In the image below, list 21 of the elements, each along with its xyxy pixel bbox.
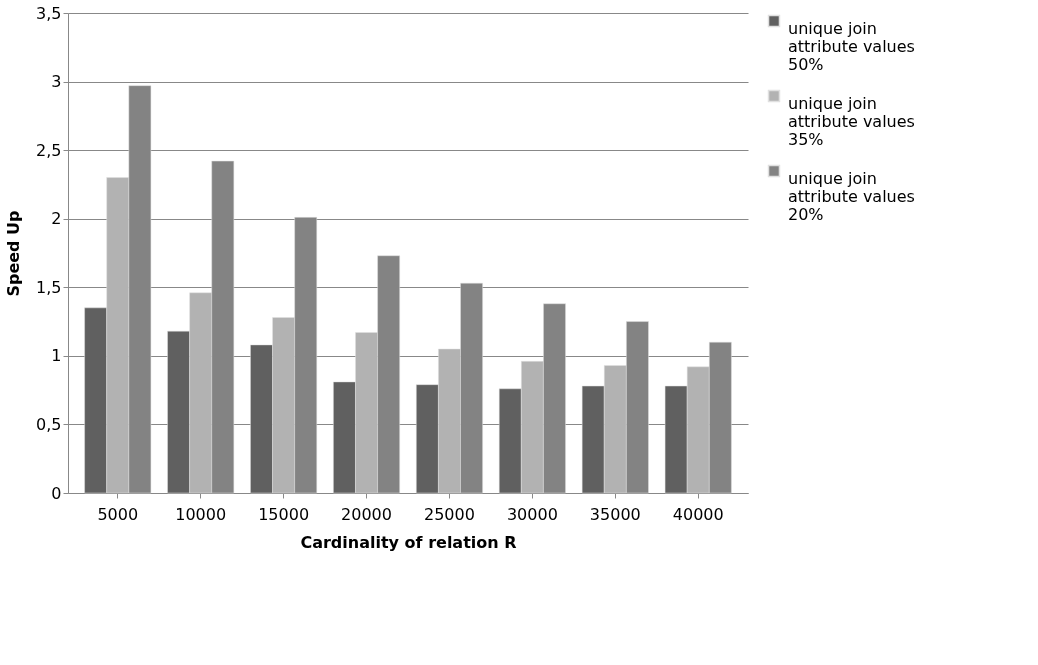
y-tick-label: 3,5	[36, 3, 62, 23]
y-tick-label: 2,5	[36, 140, 62, 160]
y-axis-title: Speed Up	[4, 210, 24, 297]
x-tick-label: 5000	[97, 504, 139, 524]
x-tick-label: 15000	[258, 504, 310, 524]
x-tick-label: 25000	[424, 504, 475, 524]
x-axis-title: Cardinality of relation R	[300, 532, 517, 552]
y-tick-label: 0	[51, 483, 62, 503]
x-tick-label: 30000	[506, 504, 558, 524]
y-tick-label: 1,5	[36, 277, 62, 297]
legend-label: unique join attribute values 20%	[788, 169, 915, 224]
y-tick-label: 1	[51, 346, 62, 366]
x-tick-label: 10000	[175, 504, 227, 524]
y-tick-label: 3	[51, 72, 62, 92]
x-tick-label: 40000	[672, 504, 724, 524]
y-tick-label: 0,5	[36, 414, 62, 434]
legend-label: unique join attribute values 50%	[788, 19, 915, 74]
x-tick-label: 20000	[341, 504, 392, 524]
legend-label: unique join attribute values 35%	[788, 94, 915, 149]
x-tick-label: 35000	[589, 504, 641, 524]
y-tick-label: 2	[51, 209, 62, 229]
